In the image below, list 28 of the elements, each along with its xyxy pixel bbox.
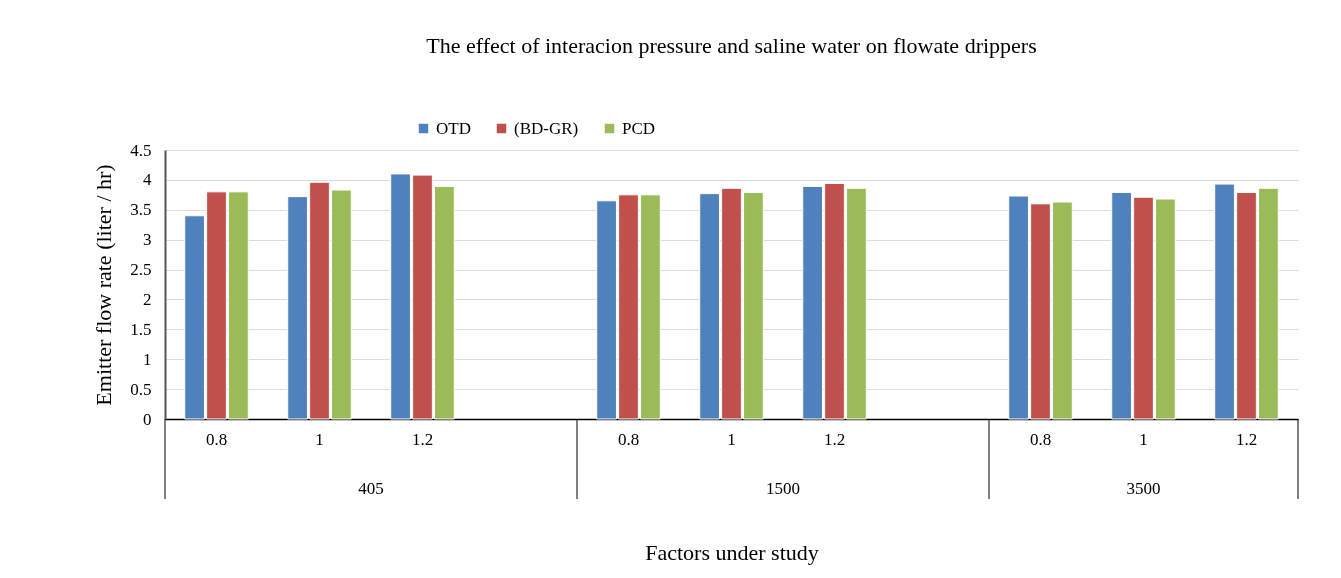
x-tick-label: 1.2 bbox=[1235, 429, 1258, 449]
y-tick-label: 1.5 bbox=[130, 319, 152, 339]
x-tick-label: 1.2 bbox=[411, 429, 434, 449]
y-tick-label: 1 bbox=[143, 349, 152, 369]
chart-title: The effect of interacion pressure and saline water on flowate drippers bbox=[426, 33, 1037, 58]
y-tick-label: 0 bbox=[143, 409, 152, 429]
x-tick-label: 0.8 bbox=[1029, 429, 1052, 449]
text: 3500 bbox=[1126, 479, 1161, 498]
x-tick-label: 0.8 bbox=[205, 429, 228, 449]
x-tick-label: 1.2 bbox=[823, 429, 846, 449]
text: 1500 bbox=[766, 479, 800, 498]
y-tick-label: 3 bbox=[143, 230, 152, 250]
x-axis-title: Factors under study bbox=[645, 539, 819, 565]
y-tick-label: 2.5 bbox=[130, 260, 152, 280]
text: 405 bbox=[358, 479, 384, 498]
x-tick-label: 1 bbox=[315, 429, 324, 449]
y-tick-label: 4 bbox=[143, 170, 152, 190]
x-tick-label: 1 bbox=[727, 429, 736, 449]
legend-label: PCD bbox=[622, 118, 656, 138]
legend-label: (BD-GR) bbox=[514, 118, 579, 138]
y-tick-label: 0.5 bbox=[130, 379, 152, 399]
y-tick-label: 3.5 bbox=[130, 200, 152, 220]
y-tick-label: 4.5 bbox=[130, 140, 152, 160]
legend-label: OTD bbox=[436, 118, 471, 138]
y-tick-label: 2 bbox=[143, 289, 152, 309]
x-tick-label: 1 bbox=[1139, 429, 1148, 449]
x-tick-label: 0.8 bbox=[617, 429, 640, 449]
y-axis-title: Emitter flow rate (liter / hr) bbox=[91, 164, 117, 406]
